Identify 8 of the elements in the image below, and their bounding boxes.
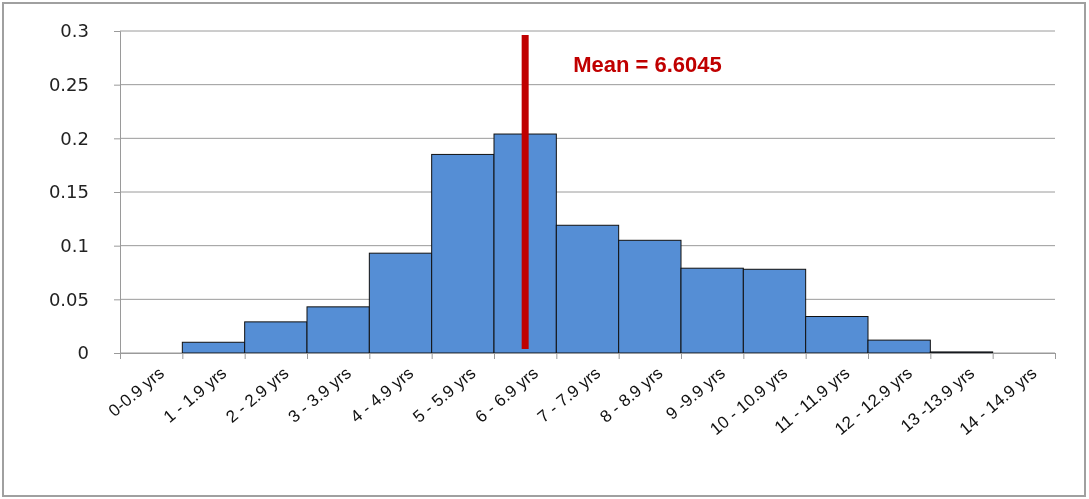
y-tick-label: 0.3 <box>60 20 89 42</box>
y-tick-label: 0.25 <box>48 73 89 95</box>
y-tick-label: 0.05 <box>48 288 89 310</box>
ref-line-label: Mean = 6.6045 <box>573 52 722 77</box>
y-tick-label: 0.2 <box>60 127 89 149</box>
y-tick-label: 0.1 <box>60 234 89 256</box>
y-tick-label: 0 <box>77 342 89 364</box>
y-tick-label: 0.15 <box>48 181 89 203</box>
